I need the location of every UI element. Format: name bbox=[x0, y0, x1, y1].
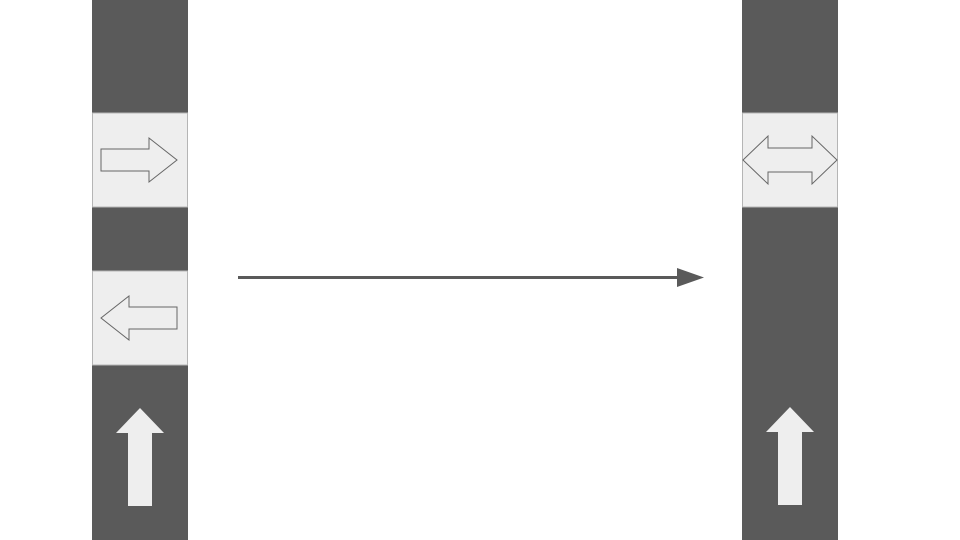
transition-arrow bbox=[238, 268, 704, 287]
right-arrow-icon bbox=[677, 268, 704, 287]
after-strip bbox=[742, 0, 838, 540]
before-tile-right bbox=[92, 112, 188, 208]
before-tile-left bbox=[92, 270, 188, 366]
up-arrow-icon bbox=[766, 407, 814, 505]
before-strip bbox=[92, 0, 188, 540]
left-right-arrow-outline-icon bbox=[742, 134, 838, 186]
up-arrow-icon bbox=[116, 408, 164, 506]
after-tile-both bbox=[742, 112, 838, 208]
right-arrow-outline-icon bbox=[100, 136, 178, 184]
left-arrow-outline-icon bbox=[100, 294, 178, 342]
